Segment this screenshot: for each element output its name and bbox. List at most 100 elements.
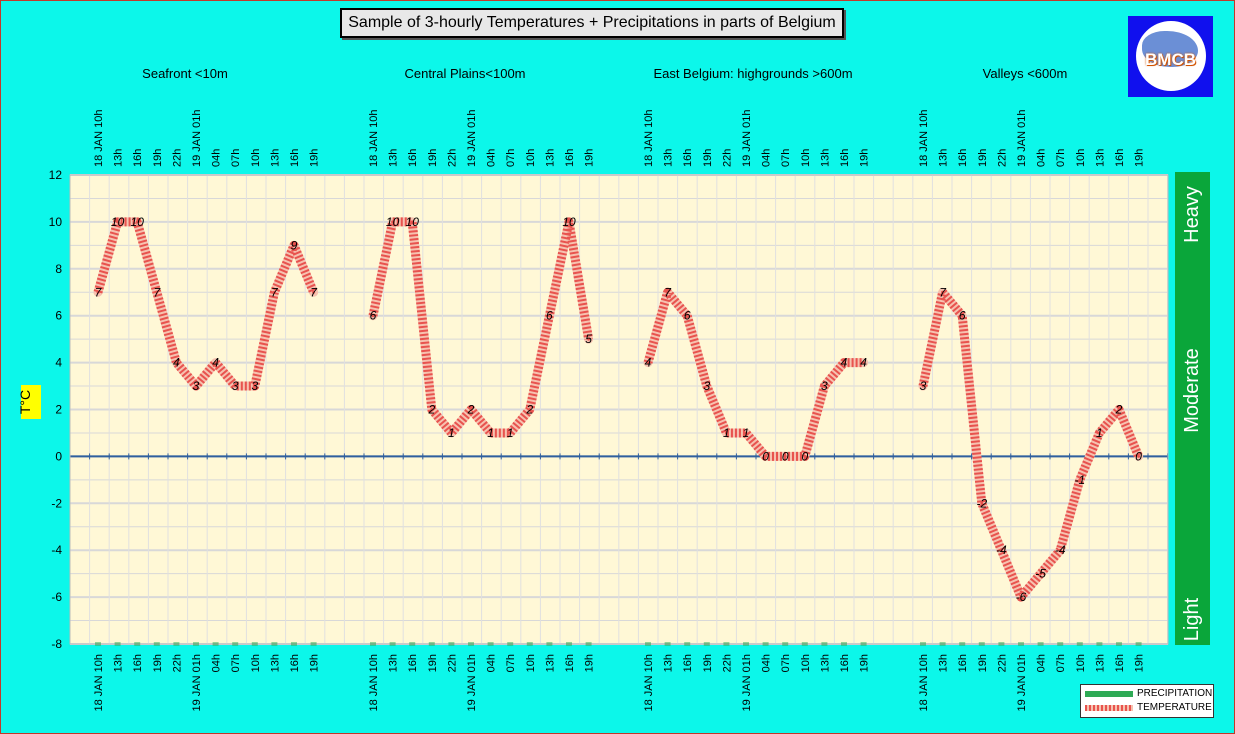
x-tick-label-bottom: 13h [663,654,675,672]
y-tick-label: -8 [51,637,62,651]
temperature-data-label: 1 [487,426,494,440]
x-tick-label-top: 10h [525,149,537,167]
temperature-point [391,220,395,224]
temperature-data-label: 7 [310,285,318,299]
x-tick-label-top: 18 JAN 10h [93,110,105,167]
temperature-point [469,408,473,411]
legend-label-precipitation: PRECIPITATION [1137,688,1213,699]
temperature-data-label: -4 [996,543,1007,557]
bmcb-logo: BMCB [1128,16,1213,97]
temperature-data-label: -1 [1074,473,1085,487]
x-tick-label-bottom: 13h [388,654,400,672]
temperature-data-label: 1 [448,426,455,440]
x-tick-label-bottom: 07h [230,654,242,672]
temperature-point [371,314,375,318]
region-title: Central Plains<100m [404,66,525,81]
temperature-data-label: 3 [251,379,258,393]
temperature-data-label: 7 [153,285,161,299]
temperature-data-label: 6 [546,309,553,323]
temperature-data-label: 1 [743,426,750,440]
temperature-point [921,384,925,388]
x-tick-label-bottom: 13h [113,654,125,672]
x-tick-label-top: 19 JAN 01h [741,110,753,167]
x-tick-label-top: 19 JAN 01h [1016,110,1028,167]
x-tick-label-top: 07h [1055,149,1067,167]
x-tick-label-bottom: 19h [152,654,164,672]
temperature-data-label: 10 [386,215,400,229]
x-tick-label-bottom: 19h [427,654,439,672]
plot-border [69,174,1169,645]
temperature-data-label: 7 [939,285,947,299]
x-tick-label-top: 19h [1134,149,1146,167]
x-tick-label-bottom: 18 JAN 10h [643,654,655,711]
x-tick-label-bottom: 19 JAN 01h [741,654,753,711]
x-tick-label-top: 04h [211,149,223,167]
x-tick-label-top: 19h [309,149,321,167]
x-tick-label-bottom: 19 JAN 01h [466,654,478,711]
temperature-point [272,290,276,294]
temperature-data-label: 10 [406,215,420,229]
x-tick-label-top: 16h [407,149,419,167]
temperature-data-label: 2 [427,403,435,417]
x-tick-label-bottom: 22h [171,654,183,672]
x-tick-label-bottom: 19h [584,654,596,672]
y-axis-label: T°C [17,389,34,415]
temperature-point [547,314,551,318]
precipitation-intensity-bar: Heavy Moderate Light [1175,172,1210,645]
y-tick-label: 2 [55,403,62,417]
x-tick-label-top: 13h [544,149,556,167]
x-tick-label-bottom: 13h [819,654,831,672]
temperature-data-label: 0 [762,449,769,463]
intensity-light-label: Light [1181,597,1204,641]
temperature-point [862,361,866,365]
x-tick-label-bottom: 16h [407,654,419,672]
intensity-moderate-label: Moderate [1180,347,1203,433]
temperature-point [1019,595,1023,599]
y-tick-label: 8 [55,262,62,276]
temperature-data-label: 0 [1135,449,1142,463]
x-tick-label-bottom: 19 JAN 01h [1016,654,1028,711]
temperature-data-label: 10 [111,215,125,229]
y-axis-label-box: T°C [17,385,41,419]
legend-swatch-temperature [1085,705,1133,711]
temperature-data-label: 4 [645,356,652,370]
x-tick-label-top: 16h [839,149,851,167]
temperature-data-label: -2 [976,496,987,510]
temperature-point [135,220,139,224]
temperature-data-label: 7 [664,285,672,299]
x-tick-label-bottom: 16h [839,654,851,672]
x-tick-label-top: 04h [761,149,773,167]
x-tick-label-top: 16h [682,149,694,167]
temperature-point [194,384,198,388]
temperature-point [646,361,650,365]
temperature-data-label: 10 [131,215,145,229]
chart-legend: PRECIPITATION TEMPERATURE [1080,684,1214,718]
x-tick-label-top: 18 JAN 10h [368,110,380,167]
temperature-point [1058,548,1062,552]
x-tick-label-top: 19h [152,149,164,167]
temperature-data-label: -5 [1035,567,1046,581]
temperature-point [1097,431,1101,435]
temperature-point [941,290,945,294]
x-tick-label-bottom: 19h [977,654,989,672]
x-tick-label-bottom: 13h [1094,654,1106,672]
x-tick-label-bottom: 22h [996,654,1008,672]
y-tick-label: 12 [49,168,63,182]
belgium-map-icon [1142,31,1198,67]
x-tick-label-bottom: 04h [1036,654,1048,672]
x-tick-label-top: 13h [663,149,675,167]
x-tick-label-bottom: 10h [800,654,812,672]
intensity-heavy-label: Heavy [1180,185,1203,243]
x-tick-label-bottom: 18 JAN 10h [368,654,380,711]
x-tick-label-top: 22h [721,149,733,167]
temperature-data-label: 9 [291,238,298,252]
temperature-point [1137,454,1141,458]
x-tick-label-top: 16h [1114,149,1126,167]
temperature-point [666,290,670,294]
temperature-point [803,454,807,458]
temperature-point [155,290,159,294]
x-tick-label-bottom: 04h [761,654,773,672]
temperature-point [960,314,964,318]
y-tick-label: 6 [55,309,62,323]
